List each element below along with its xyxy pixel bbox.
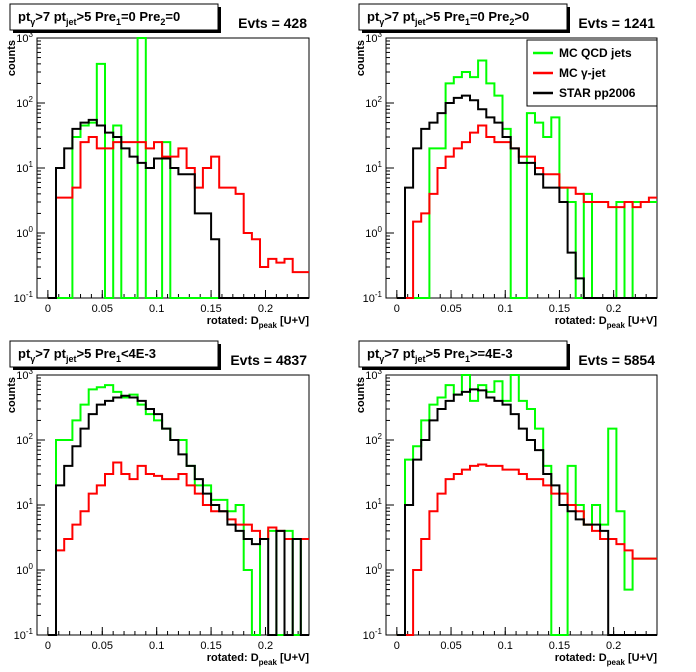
title-box xyxy=(9,340,219,368)
panel-4: 10-1 100 101 102 103 0 0.05 0.1 0.15 0.2 ptγ>7 ptj… xyxy=(355,340,658,667)
y-axis-label: counts xyxy=(6,40,18,76)
x-tick-label: 0.2 xyxy=(258,640,273,652)
y-tick-label: 102 xyxy=(16,432,33,447)
y-tick-label: 101 xyxy=(16,160,33,175)
legend-label: MC QCD jets xyxy=(559,46,632,60)
x-tick-label: 0.1 xyxy=(149,303,164,315)
y-tick-label: 102 xyxy=(365,95,382,110)
histogram-series-3 xyxy=(396,388,657,636)
x-axis-label: rotated: Dpeak [U+V] xyxy=(207,315,310,330)
x-tick-label: 0.2 xyxy=(606,303,621,315)
panel-1: 10-1 100 101 102 103 0 0.05 0.1 0.15 0.2 ptγ>7 ptj… xyxy=(6,3,310,330)
panel-3: 10-1 100 101 102 103 0 0.05 0.1 0.15 0.2 ptγ>7 ptj… xyxy=(6,340,310,667)
legend-box xyxy=(526,39,658,107)
title-box xyxy=(358,340,568,368)
y-tick-label: 102 xyxy=(16,95,33,110)
x-tick-label: 0.05 xyxy=(440,303,461,315)
title-text: ptγ>7 ptjet>5 Pre1=0 Pre2=0 xyxy=(18,9,180,27)
title-text: ptγ>7 ptjet>5 Pre1<4E-3 xyxy=(18,346,156,364)
histogram-series-1 xyxy=(47,384,309,636)
y-tick-label: 103 xyxy=(16,30,33,45)
events-count: Evts = 4837 xyxy=(230,352,307,368)
histogram-series-3 xyxy=(396,94,657,299)
x-tick-label: 0.05 xyxy=(92,303,113,315)
y-tick-label: 100 xyxy=(16,562,33,577)
panel-2: 10-1 100 101 102 103 0 0.05 0.1 0.15 0.2 ptγ>7 ptj… xyxy=(355,3,658,330)
legend: MC QCD jets MC γ-jet STAR pp2006 xyxy=(526,39,658,107)
x-tick-label: 0.15 xyxy=(200,640,221,652)
x-axis-label: rotated: Dpeak [U+V] xyxy=(555,652,658,667)
title-text: ptγ>7 ptjet>5 Pre1>=4E-3 xyxy=(367,346,513,364)
histogram-series-3 xyxy=(47,394,309,636)
y-tick-label: 101 xyxy=(365,497,382,512)
y-tick-label: 103 xyxy=(365,367,382,382)
events-count: Evts = 428 xyxy=(238,15,307,31)
x-tick-label: 0.2 xyxy=(606,640,621,652)
panel-title: ptγ>7 ptjet>5 Pre1=0 Pre2=0 xyxy=(9,3,221,33)
y-axis-label: counts xyxy=(355,377,367,413)
histogram-series-1 xyxy=(396,374,657,636)
title-box xyxy=(358,3,568,31)
y-tick-label: 10-1 xyxy=(14,290,34,305)
y-tick-label: 101 xyxy=(16,497,33,512)
panel-title: ptγ>7 ptjet>5 Pre1=0 Pre2>0 xyxy=(358,3,570,33)
x-tick-label: 0.15 xyxy=(200,303,221,315)
y-tick-label: 102 xyxy=(365,432,382,447)
title-box xyxy=(9,3,219,31)
histogram-series-2 xyxy=(396,463,657,636)
histogram-series-2 xyxy=(47,136,309,299)
y-tick-label: 10-1 xyxy=(363,627,383,642)
y-tick-label: 101 xyxy=(365,160,382,175)
x-tick-label: 0 xyxy=(394,303,400,315)
x-tick-label: 0 xyxy=(45,303,51,315)
panel-title: ptγ>7 ptjet>5 Pre1<4E-3 xyxy=(9,340,221,370)
events-count: Evts = 1241 xyxy=(578,15,655,31)
y-axis-label: counts xyxy=(6,377,18,413)
panel-title: ptγ>7 ptjet>5 Pre1>=4E-3 xyxy=(358,340,570,370)
x-tick-label: 0.1 xyxy=(498,303,513,315)
y-tick-label: 10-1 xyxy=(14,627,34,642)
y-axis-label: counts xyxy=(355,40,367,76)
title-text: ptγ>7 ptjet>5 Pre1=0 Pre2>0 xyxy=(367,9,529,27)
x-tick-label: 0.05 xyxy=(92,640,113,652)
x-tick-label: 0.2 xyxy=(258,303,273,315)
histogram-series-2 xyxy=(47,461,309,636)
histogram-series-3 xyxy=(47,118,309,299)
x-tick-label: 0 xyxy=(394,640,400,652)
y-tick-label: 10-1 xyxy=(363,290,383,305)
y-tick-label: 103 xyxy=(365,30,382,45)
events-count: Evts = 5854 xyxy=(578,352,655,368)
x-axis-label: rotated: Dpeak [U+V] xyxy=(555,315,658,330)
x-tick-label: 0.1 xyxy=(149,640,164,652)
x-tick-label: 0.15 xyxy=(549,640,570,652)
x-tick-label: 0.05 xyxy=(440,640,461,652)
legend-label: MC γ-jet xyxy=(559,66,606,80)
x-tick-label: 0.15 xyxy=(549,303,570,315)
y-tick-label: 100 xyxy=(365,225,382,240)
x-tick-label: 0 xyxy=(45,640,51,652)
y-tick-label: 103 xyxy=(16,367,33,382)
y-tick-label: 100 xyxy=(16,225,33,240)
x-tick-label: 0.1 xyxy=(498,640,513,652)
x-axis-label: rotated: Dpeak [U+V] xyxy=(207,652,310,667)
legend-label: STAR pp2006 xyxy=(559,86,636,100)
y-tick-label: 100 xyxy=(365,562,382,577)
